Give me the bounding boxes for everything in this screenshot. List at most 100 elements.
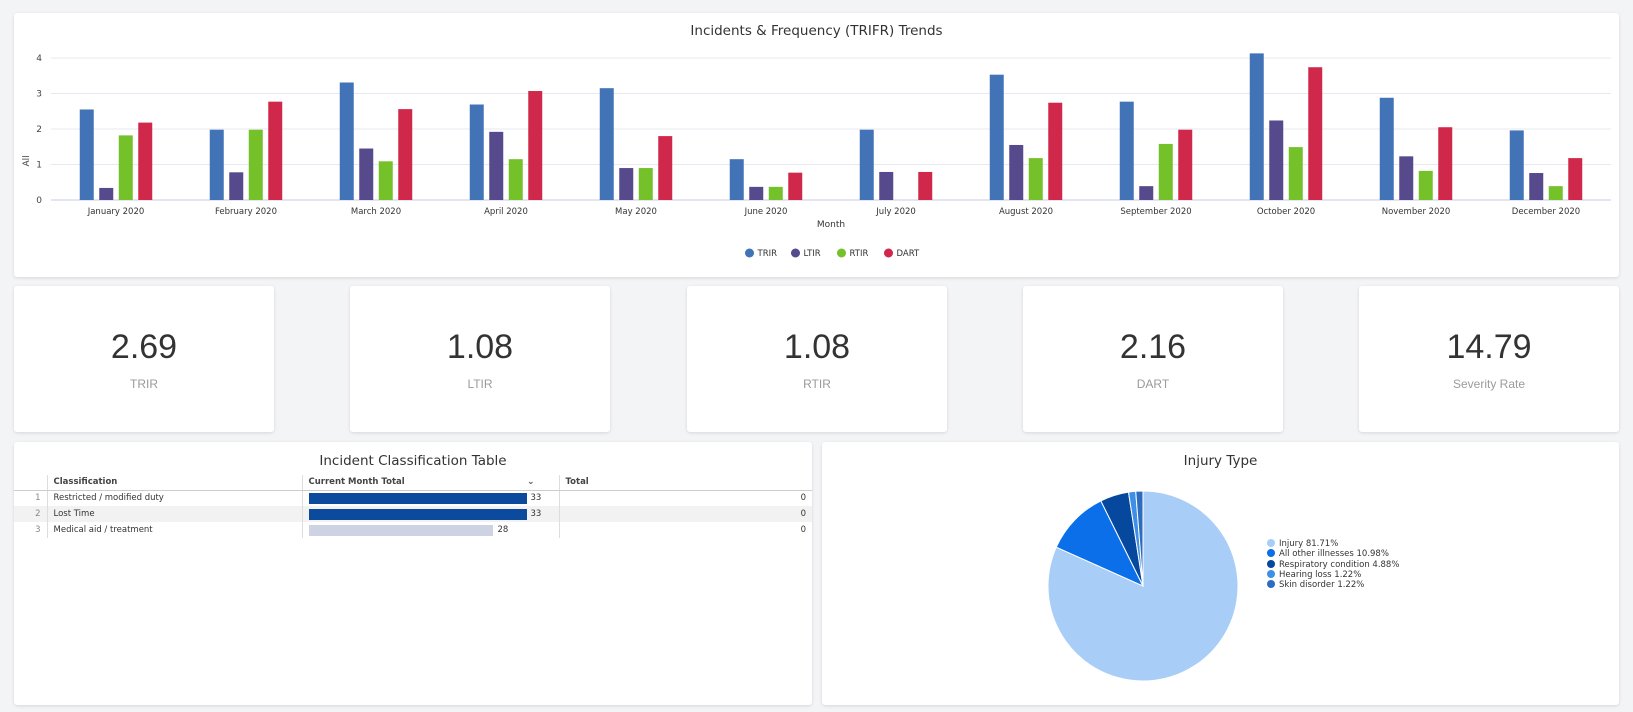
bar-ltir[interactable] (1009, 144, 1024, 200)
bar-dart[interactable] (788, 172, 803, 200)
bar-dart[interactable] (268, 101, 283, 200)
bar-dart[interactable] (398, 109, 413, 200)
legend-marker (1267, 559, 1275, 568)
header-label: Total (565, 477, 589, 488)
bar-dart[interactable] (658, 136, 673, 200)
data-bar (308, 524, 494, 536)
kpi-card-severity-rate: 14.79 Severity Rate (1359, 286, 1619, 432)
legend-label[interactable]: DART (897, 249, 920, 259)
bar-dart[interactable] (1438, 127, 1453, 200)
legend-label[interactable]: RTIR (850, 249, 869, 259)
table-row[interactable]: 1 Restricted / modified duty 33 0 (14, 490, 812, 506)
current-month-total-column-header[interactable]: Current Month Total ⌄ (301, 475, 559, 491)
row-number: 3 (35, 525, 41, 535)
bar-rtir[interactable] (1288, 147, 1303, 200)
bar-ltir[interactable] (489, 131, 504, 200)
bar-rtir[interactable] (118, 135, 133, 200)
bar-trir[interactable] (1249, 53, 1264, 201)
pie-slice[interactable] (1047, 490, 1239, 682)
pie-title: Injury Type (1183, 453, 1258, 469)
bar-trir[interactable] (1379, 97, 1394, 200)
y-tick-label: 3 (36, 90, 42, 100)
bar-ltir[interactable] (619, 168, 634, 200)
pie-legend-item[interactable]: Skin disorder 1.22% (1267, 580, 1364, 590)
x-tick-label: March 2020 (351, 207, 401, 217)
bar-trir[interactable] (209, 129, 224, 200)
table-row[interactable]: 2 Lost Time 33 0 (14, 506, 812, 522)
bar-dart[interactable] (1568, 158, 1583, 200)
classification-cell: Medical aid / treatment (46, 522, 302, 538)
legend-marker[interactable] (745, 248, 754, 258)
bar-ltir[interactable] (229, 172, 244, 200)
bar-rtir[interactable] (1548, 186, 1563, 200)
bar-trir[interactable] (1119, 101, 1134, 200)
bar-rtir[interactable] (638, 168, 653, 200)
kpi-label: RTIR (803, 377, 831, 391)
legend-marker[interactable] (884, 248, 893, 258)
bar-rtir[interactable] (1028, 158, 1043, 200)
pie-slice[interactable] (1135, 490, 1144, 587)
bar-rtir[interactable] (768, 186, 783, 200)
injury-type-card: Injury Type Injury 81.71% All other illne… (822, 442, 1619, 705)
x-tick-label: September 2020 (1120, 207, 1191, 217)
y-tick-label: 2 (36, 125, 42, 135)
kpi-value: 1.08 (783, 328, 851, 366)
sort-descending-icon[interactable]: ⌄ (526, 477, 535, 488)
bar-rtir[interactable] (378, 161, 393, 200)
kpi-card-dart: 2.16 DART (1023, 286, 1283, 432)
x-tick-label: February 2020 (215, 207, 277, 217)
bar-ltir[interactable] (99, 187, 114, 200)
legend-marker (1267, 580, 1275, 589)
trend-bar-chart: 0 1 2 3 4 All January 2020 February 2020 March 2… (22, 53, 1611, 259)
x-tick-label: January 2020 (87, 207, 145, 217)
bar-rtir[interactable] (1418, 170, 1433, 200)
bar-ltir[interactable] (749, 186, 764, 200)
pie-legend-item[interactable]: Respiratory condition 4.88% (1267, 559, 1400, 570)
bar-trir[interactable] (339, 82, 354, 200)
pie-slice[interactable] (1055, 500, 1145, 588)
bar-ltir[interactable] (1399, 156, 1414, 200)
legend-marker (1267, 569, 1275, 578)
bar-dart[interactable] (1308, 67, 1323, 200)
kpi-label: TRIR (130, 377, 158, 391)
bar-trir[interactable] (859, 129, 874, 200)
bar-value: 33 (530, 493, 542, 504)
total-cell: 0 (558, 490, 812, 506)
table-title: Incident Classification Table (319, 453, 507, 469)
bar-trir[interactable] (729, 159, 744, 200)
pie-legend-item[interactable]: Injury 81.71% (1267, 539, 1338, 549)
bar-dart[interactable] (918, 171, 933, 200)
bar-trir[interactable] (1509, 130, 1524, 200)
bar-rtir[interactable] (1158, 143, 1173, 200)
legend-marker[interactable] (791, 248, 800, 258)
classification-column-header[interactable]: Classification (46, 475, 302, 491)
bar-trir[interactable] (469, 104, 484, 200)
table-row[interactable]: 3 Medical aid / treatment 28 0 (14, 522, 812, 538)
pie-legend-item[interactable]: Hearing loss 1.22% (1267, 569, 1361, 580)
bar-trir[interactable] (599, 88, 614, 200)
row-number-header (14, 475, 47, 491)
bar-ltir[interactable] (359, 148, 374, 200)
row-number: 2 (14, 506, 47, 522)
total-cell: 0 (558, 522, 812, 538)
injury-type-pie-chart (1047, 490, 1239, 682)
legend-marker[interactable] (837, 248, 846, 258)
pie-legend-item[interactable]: All other illnesses 10.98% (1267, 549, 1389, 559)
incident-classification-table: Classification Current Month Total ⌄ Tota… (14, 475, 812, 538)
bar-rtir[interactable] (508, 159, 523, 200)
bar-dart[interactable] (138, 122, 153, 200)
bar-dart[interactable] (528, 91, 543, 200)
bar-ltir[interactable] (1269, 120, 1284, 200)
total-column-header[interactable]: Total (558, 475, 812, 491)
bar-trir[interactable] (79, 109, 94, 200)
legend-label[interactable]: LTIR (804, 249, 821, 259)
legend-label[interactable]: TRIR (757, 249, 778, 259)
bar-trir[interactable] (989, 74, 1004, 200)
bar-dart[interactable] (1178, 129, 1193, 200)
legend-label: Respiratory condition 4.88% (1279, 559, 1400, 570)
bar-ltir[interactable] (879, 171, 894, 200)
bar-rtir[interactable] (248, 129, 263, 200)
bar-ltir[interactable] (1139, 186, 1154, 200)
bar-dart[interactable] (1048, 102, 1063, 200)
bar-ltir[interactable] (1529, 173, 1544, 200)
